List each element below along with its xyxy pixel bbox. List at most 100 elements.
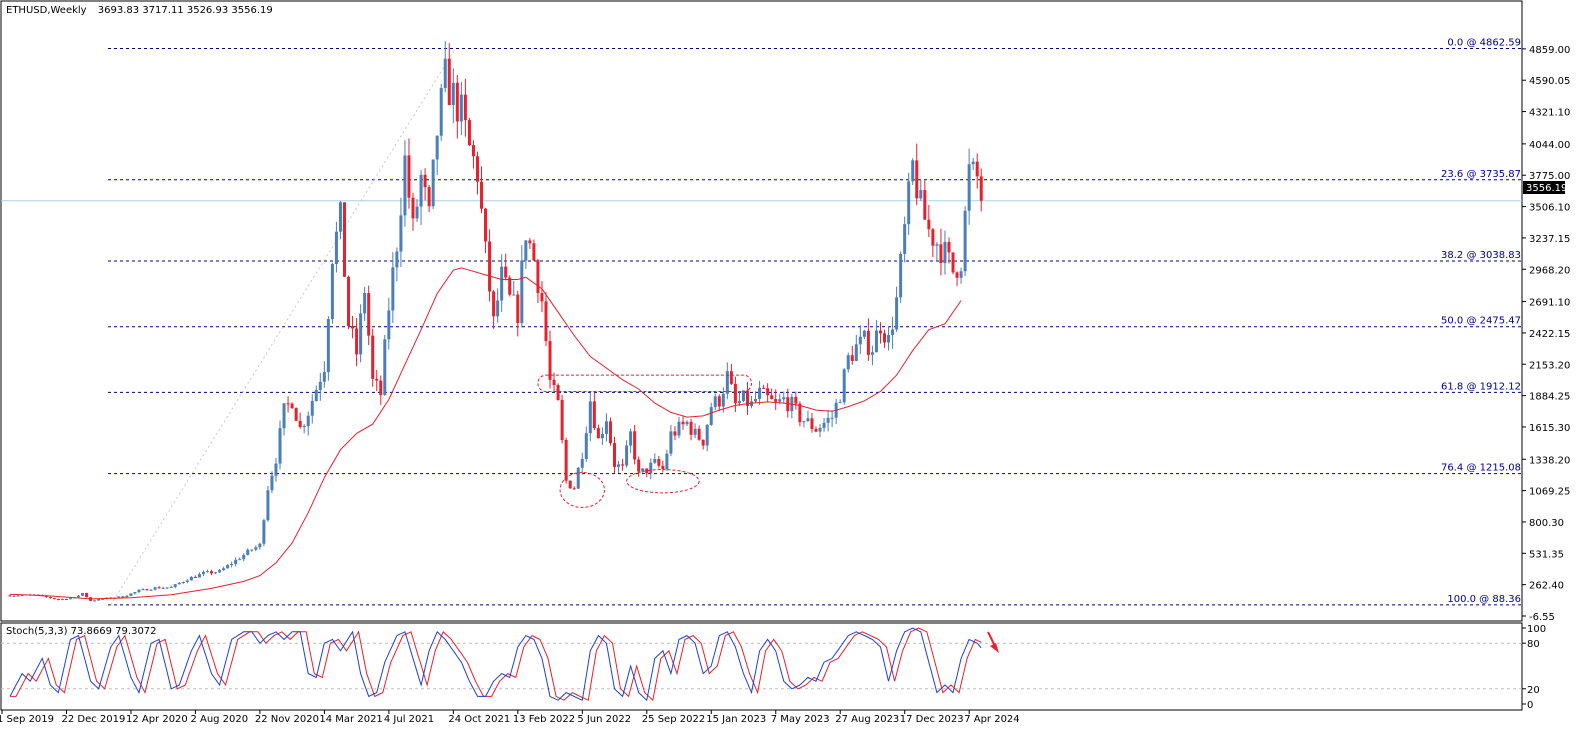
candle-body <box>44 595 48 598</box>
candle <box>48 596 52 599</box>
stoch-tick-label: 100 <box>1527 624 1546 635</box>
candle-body <box>874 330 878 353</box>
candle <box>621 458 625 471</box>
stoch-title: Stoch(5,3,3) 73.8669 79.3072 <box>6 626 157 637</box>
candle-body <box>419 174 423 207</box>
candle <box>391 252 395 324</box>
candle-body <box>222 568 226 571</box>
candle-body <box>588 401 592 434</box>
candle-body <box>883 333 887 343</box>
candle <box>355 317 359 367</box>
price-tick-label: 4859.00 <box>1529 45 1570 56</box>
candle <box>870 345 874 366</box>
candle-body <box>677 421 681 436</box>
candle-body <box>959 271 963 278</box>
candle <box>842 368 846 405</box>
candle <box>81 592 85 597</box>
candle <box>415 199 419 222</box>
candle-body <box>709 407 713 425</box>
candle <box>399 197 403 268</box>
candle <box>697 425 701 441</box>
candle-body <box>737 401 741 404</box>
time-tick-label: 14 Mar 2021 <box>319 714 382 725</box>
candle-body <box>218 570 222 573</box>
candle <box>93 599 97 602</box>
candle <box>766 383 770 402</box>
candle-body <box>363 293 367 314</box>
candle <box>342 202 346 277</box>
candle-body <box>475 156 479 182</box>
candle <box>971 157 975 170</box>
candle <box>576 466 580 489</box>
candle-body <box>334 231 338 265</box>
time-tick-label: 27 Aug 2023 <box>835 714 899 725</box>
candle-body <box>568 480 572 489</box>
candle-body <box>177 583 181 585</box>
candle <box>935 242 939 261</box>
candle-body <box>532 243 536 261</box>
candle-body <box>758 387 762 399</box>
candle <box>234 557 238 567</box>
candle <box>733 376 737 412</box>
candle-body <box>770 395 774 400</box>
candle-body <box>165 587 169 589</box>
price-tick-label: 1069.25 <box>1529 487 1570 498</box>
candle-body <box>613 443 616 467</box>
candle-body <box>520 260 524 324</box>
candle-body <box>351 325 355 329</box>
candle-body <box>891 329 895 336</box>
candle <box>149 588 153 591</box>
candle-body <box>391 267 395 311</box>
candles <box>8 41 983 602</box>
candle-body <box>943 241 947 264</box>
candle <box>741 390 745 403</box>
candle-body <box>214 572 218 574</box>
candle-body <box>552 379 556 386</box>
candle <box>351 315 355 339</box>
candle-body <box>379 380 383 395</box>
candle <box>625 440 629 468</box>
candle-body <box>621 464 625 466</box>
candle <box>693 423 697 439</box>
current-price-badge: 3556.19 <box>1523 181 1567 194</box>
candle-body <box>286 403 290 405</box>
candle-body <box>471 145 475 157</box>
candle <box>290 402 294 409</box>
candle <box>60 598 64 601</box>
candle-body <box>766 388 770 396</box>
candle-body <box>806 418 810 422</box>
candle-body <box>455 82 459 122</box>
candle-body <box>101 598 105 600</box>
time-axis: 1 Sep 2019 22 Dec 2019 12 Apr 2020 2 Aug 20… <box>0 710 1020 725</box>
candle <box>782 391 786 404</box>
candle-body <box>911 160 915 182</box>
candle-body <box>435 135 439 160</box>
fib-label-0: 0.0 @ 4862.59 <box>1447 37 1521 48</box>
candle-body <box>548 341 552 380</box>
candle <box>322 361 326 388</box>
candle-body <box>947 241 951 253</box>
candle-body <box>330 264 334 320</box>
candle <box>858 325 862 355</box>
candle <box>770 388 774 400</box>
candle-body <box>665 453 669 470</box>
candle-body <box>617 464 621 467</box>
candle-body <box>262 520 266 544</box>
candle <box>967 148 971 225</box>
candle-body <box>480 181 484 209</box>
candle-body <box>278 428 282 464</box>
candle-body <box>580 458 584 468</box>
candle <box>475 151 479 195</box>
candle <box>729 363 733 386</box>
candle-body <box>979 176 983 201</box>
candle <box>496 288 500 323</box>
candle <box>919 179 923 201</box>
candle <box>161 586 165 589</box>
candle-body <box>169 586 173 588</box>
candle-body <box>415 206 419 219</box>
candle <box>951 252 955 275</box>
candle-body <box>290 403 294 409</box>
candle <box>814 426 818 433</box>
candle <box>556 383 560 401</box>
fibonacci-labels: 0.0 @ 4862.59 23.6 @ 3735.87 38.2 @ 3038.8… <box>1441 37 1521 604</box>
